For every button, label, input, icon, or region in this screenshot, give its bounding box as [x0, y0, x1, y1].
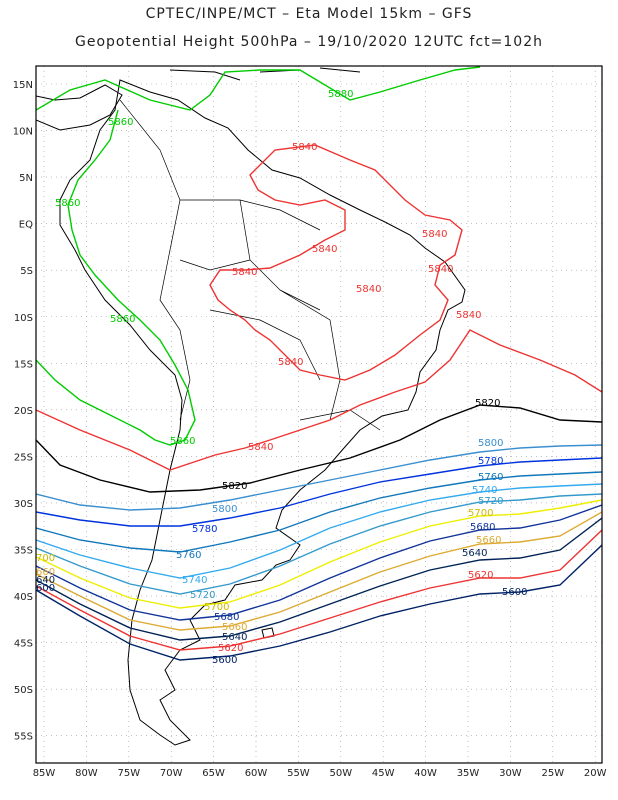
contour-label: 5720: [478, 496, 503, 507]
contour-label: 5860: [108, 117, 133, 128]
map-frame: [35, 65, 603, 764]
contour-label: 5740: [472, 485, 497, 496]
contour-5700: [36, 499, 602, 609]
contour-5760: [36, 471, 602, 553]
contour-label: 5800: [212, 504, 237, 515]
contour-5620: [36, 529, 602, 651]
contour-label: 5640: [462, 548, 487, 559]
contour-label: 5840: [292, 142, 317, 153]
lat-tick-label: EQ: [19, 220, 33, 231]
contour-label: 5640: [222, 632, 247, 643]
lat-tick-label: 50S: [14, 685, 33, 696]
lon-tick-label: 70W: [160, 768, 183, 779]
contour-5880: [36, 66, 481, 111]
lat-tick-label: 15S: [14, 359, 33, 370]
contour-5840-north: [209, 144, 463, 381]
contour-label: 700: [36, 553, 55, 564]
contour-label: 5720: [190, 590, 215, 601]
contour-5840: [36, 329, 602, 471]
contour-label: 5740: [182, 575, 207, 586]
lat-tick-label: 5S: [20, 266, 33, 277]
lon-tick-label: 80W: [75, 768, 98, 779]
lat-tick-label: 45S: [14, 639, 33, 650]
south-america-coast: [59, 79, 466, 746]
contour-label: 5780: [192, 524, 217, 535]
lon-tick-label: 60W: [245, 768, 268, 779]
lat-tick-label: 20S: [14, 406, 33, 417]
lon-tick-label: 55W: [287, 768, 310, 779]
contour-label: 5620: [218, 643, 243, 654]
contour-label: 5780: [478, 456, 503, 467]
central-america-coast: [36, 84, 123, 131]
axis-tick-labels: 15N 10N 5N EQ 5S 10S 15S 20S 25S 30S 35S 40S 45S 50S 5…: [13, 80, 607, 779]
contour-5800: [36, 444, 602, 511]
contour-label: 5840: [356, 284, 381, 295]
contour-label: 5840: [232, 267, 257, 278]
contour-label: 5840: [278, 357, 303, 368]
contour-label: 5660: [476, 535, 501, 546]
contour-label: 640: [36, 575, 55, 586]
country-borders: [119, 99, 381, 431]
contour-label: 5700: [468, 508, 493, 519]
contour-5820: [36, 404, 602, 493]
contour-label: 5820: [222, 481, 247, 492]
lon-tick-label: 75W: [117, 768, 140, 779]
lat-tick-label: 55S: [14, 732, 33, 743]
lon-tick-label: 85W: [33, 768, 56, 779]
lon-tick-label: 50W: [329, 768, 352, 779]
contour-label: 5840: [312, 244, 337, 255]
contour-label: 5840: [456, 310, 481, 321]
lat-tick-label: 10S: [14, 313, 33, 324]
contour-label: 5880: [328, 89, 353, 100]
contour-5860: [36, 109, 196, 446]
contour-label: 5840: [422, 229, 447, 240]
contour-label: 5820: [475, 398, 500, 409]
contour-5720: [36, 493, 602, 595]
contour-label: 5840: [428, 264, 453, 275]
contour-label: 5700: [204, 602, 229, 613]
contour-label: 5760: [478, 472, 503, 483]
lat-tick-label: 15N: [13, 80, 33, 91]
contour-label: 5600: [502, 587, 527, 598]
contour-5780: [36, 457, 602, 527]
contour-label: 5660: [222, 622, 247, 633]
contour-5640: [36, 517, 602, 641]
contour-label: 5860: [110, 314, 135, 325]
contour-label: 5620: [468, 570, 493, 581]
lat-tick-label: 35S: [14, 546, 33, 557]
lat-tick-label: 40S: [14, 592, 33, 603]
contour-label: 5860: [170, 436, 195, 447]
contour-label: 660: [36, 567, 55, 578]
contour-label: 5840: [248, 442, 273, 453]
contour-5660: [36, 511, 602, 631]
contour-label: 600: [36, 583, 55, 594]
map-title-line-1: CPTEC/INPE/MCT – Eta Model 15km – GFS: [145, 6, 473, 22]
lon-tick-label: 65W: [202, 768, 225, 779]
lat-tick-label: 30S: [14, 499, 33, 510]
contour-label: 5760: [176, 550, 201, 561]
map-background: [36, 66, 602, 763]
contour-5680: [36, 504, 602, 621]
contour-label: 5800: [478, 438, 503, 449]
lon-tick-label: 30W: [499, 768, 522, 779]
lat-tick-label: 5N: [19, 173, 33, 184]
lon-tick-label: 20W: [584, 768, 607, 779]
coastline: [36, 67, 466, 746]
lat-tick-label: 25S: [14, 452, 33, 463]
contour-label: 5680: [470, 522, 495, 533]
contour-5600: [36, 544, 602, 661]
contour-label: 5600: [212, 655, 237, 666]
contour-label: 5860: [55, 198, 80, 209]
contour-lines: [36, 66, 602, 661]
contour-5740: [36, 483, 602, 579]
lon-tick-label: 25W: [541, 768, 564, 779]
contour-label: 5680: [214, 612, 239, 623]
lon-tick-label: 40W: [414, 768, 437, 779]
lon-tick-label: 45W: [372, 768, 395, 779]
map-title-line-2: Geopotential Height 500hPa – 19/10/2020 …: [75, 34, 543, 50]
lat-tick-label: 10N: [13, 127, 33, 138]
contour-labels: 5880 5860 5860 5860 5860 5840 5840 5840 …: [36, 89, 527, 666]
lon-tick-label: 35W: [457, 768, 480, 779]
